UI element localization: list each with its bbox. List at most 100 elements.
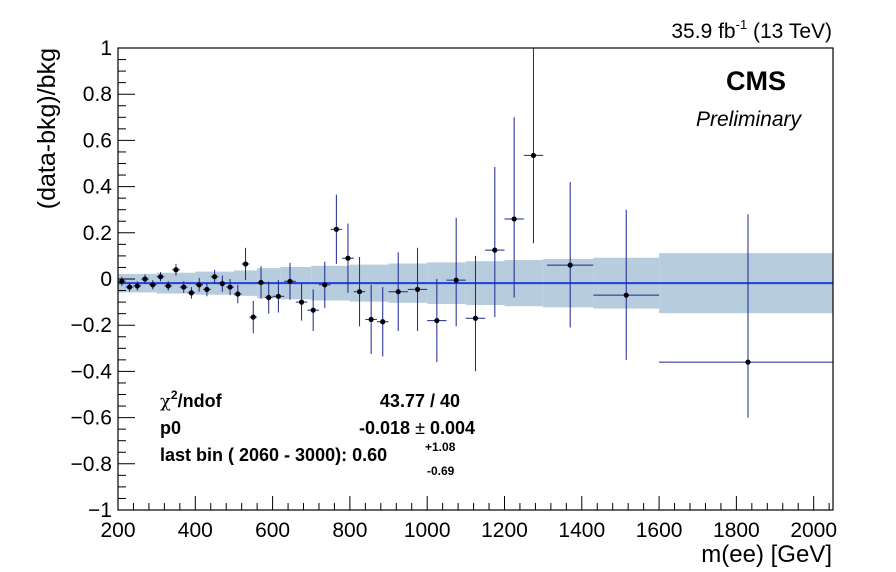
data-point: [659, 214, 833, 418]
point-marker: [567, 262, 573, 268]
data-point: [284, 262, 296, 300]
y-tick-label: −0.8: [71, 453, 112, 476]
p0-label: p0: [160, 418, 181, 438]
point-marker: [235, 291, 241, 297]
data-point: [233, 284, 242, 304]
point-marker: [266, 294, 272, 301]
point-marker: [380, 319, 386, 325]
data-point: [295, 283, 308, 321]
point-marker: [126, 284, 133, 290]
x-tick-label: 2000: [790, 519, 837, 542]
data-point: [485, 166, 505, 318]
chi2-value: 43.77 / 40: [380, 391, 460, 411]
data-point: [125, 282, 134, 292]
x-tick-label: 1000: [404, 519, 451, 542]
x-tick-label: 1200: [481, 519, 528, 542]
data-point: [156, 272, 165, 282]
y-axis-title: (data-bkg)/bkg: [33, 48, 61, 209]
x-tick-label: 200: [100, 519, 135, 542]
point-marker: [434, 317, 440, 324]
point-marker: [333, 226, 339, 232]
point-marker: [310, 307, 316, 313]
lumi-prefix: 35.9 fb: [671, 20, 735, 43]
point-marker: [322, 282, 328, 288]
point-marker: [345, 255, 351, 261]
point-marker: [119, 278, 125, 284]
data-point: [226, 279, 234, 296]
point-marker: [492, 247, 498, 253]
x-tick-label: 1400: [558, 519, 605, 542]
x-tick-label: 400: [178, 519, 213, 542]
y-tick-label: 0.8: [83, 83, 112, 106]
data-point: [272, 280, 285, 313]
data-point: [353, 257, 366, 327]
point-marker: [181, 284, 187, 290]
luminosity-label: 35.9 fb-1 (13 TeV): [671, 17, 832, 43]
y-tick-label: −0.6: [71, 407, 112, 430]
data-point: [249, 300, 258, 334]
point-marker: [165, 283, 171, 289]
data-point: [388, 252, 408, 331]
point-marker: [196, 282, 202, 288]
point-marker: [142, 276, 148, 282]
lastbin-label: last bin ( 2060 - 3000):: [160, 445, 347, 465]
point-marker: [134, 283, 140, 289]
lastbin-text: last bin ( 2060 - 3000): 0.60: [160, 445, 387, 465]
data-point: [465, 255, 486, 372]
data-point: [257, 266, 265, 299]
data-point: [330, 194, 343, 264]
chi2-label: χ2/ndof: [160, 388, 223, 412]
point-marker: [287, 278, 293, 284]
data-point: [133, 281, 142, 291]
point-marker: [414, 286, 421, 292]
y-axis-ticks: −1 −0.8 −0.6 −0.4 −0.2 0 0.2 0.4 0.6 0.8 1: [71, 37, 135, 522]
chi2-symbol: χ: [160, 391, 171, 412]
data-point: [504, 117, 524, 298]
y-tick-label: 0.6: [83, 129, 112, 152]
data-point: [118, 276, 126, 286]
data-point: [307, 289, 319, 331]
y-tick-label: −1: [88, 499, 112, 522]
x-axis-title: m(ee) [GeV]: [701, 541, 832, 568]
point-marker: [150, 282, 156, 288]
chi2-ndof: /ndof: [178, 391, 223, 411]
data-point: [218, 275, 227, 292]
y-tick-label: −0.2: [71, 314, 112, 337]
data-point: [365, 284, 377, 355]
data-point: [241, 247, 250, 281]
data-point: [342, 223, 354, 293]
data-point: [164, 281, 173, 291]
point-marker: [298, 299, 305, 305]
data-point: [264, 281, 273, 314]
data-point: [407, 247, 428, 331]
data-point: [195, 277, 204, 292]
data-point: [427, 279, 447, 363]
data-point: [523, 48, 544, 244]
point-marker: [227, 284, 233, 290]
point-marker: [219, 281, 225, 287]
lumi-suffix: (13 TeV): [747, 20, 832, 43]
lastbin-up: +1.08: [425, 440, 456, 454]
data-point: [210, 269, 219, 284]
chi2-exponent: 2: [171, 388, 178, 402]
y-tick-label: 0: [100, 268, 112, 291]
fit-info: χ2/ndof 43.77 / 40 p0 -0.018 ±0.004 last …: [160, 388, 475, 478]
data-point: [179, 281, 188, 293]
lumi-exponent: -1: [736, 17, 748, 32]
data-point: [593, 209, 660, 360]
data-point: [148, 280, 157, 290]
x-tick-label: 1600: [636, 519, 683, 542]
experiment-label: CMS: [726, 66, 786, 96]
data-point: [446, 217, 466, 327]
point-marker: [157, 274, 164, 280]
point-marker: [356, 289, 363, 295]
y-tick-label: 1: [100, 37, 112, 60]
point-marker: [258, 279, 264, 286]
point-marker: [395, 289, 401, 295]
point-marker: [368, 316, 374, 323]
lastbin-value: 0.60: [352, 445, 387, 465]
point-marker: [511, 216, 517, 222]
point-marker: [188, 290, 195, 296]
point-marker: [204, 286, 210, 292]
